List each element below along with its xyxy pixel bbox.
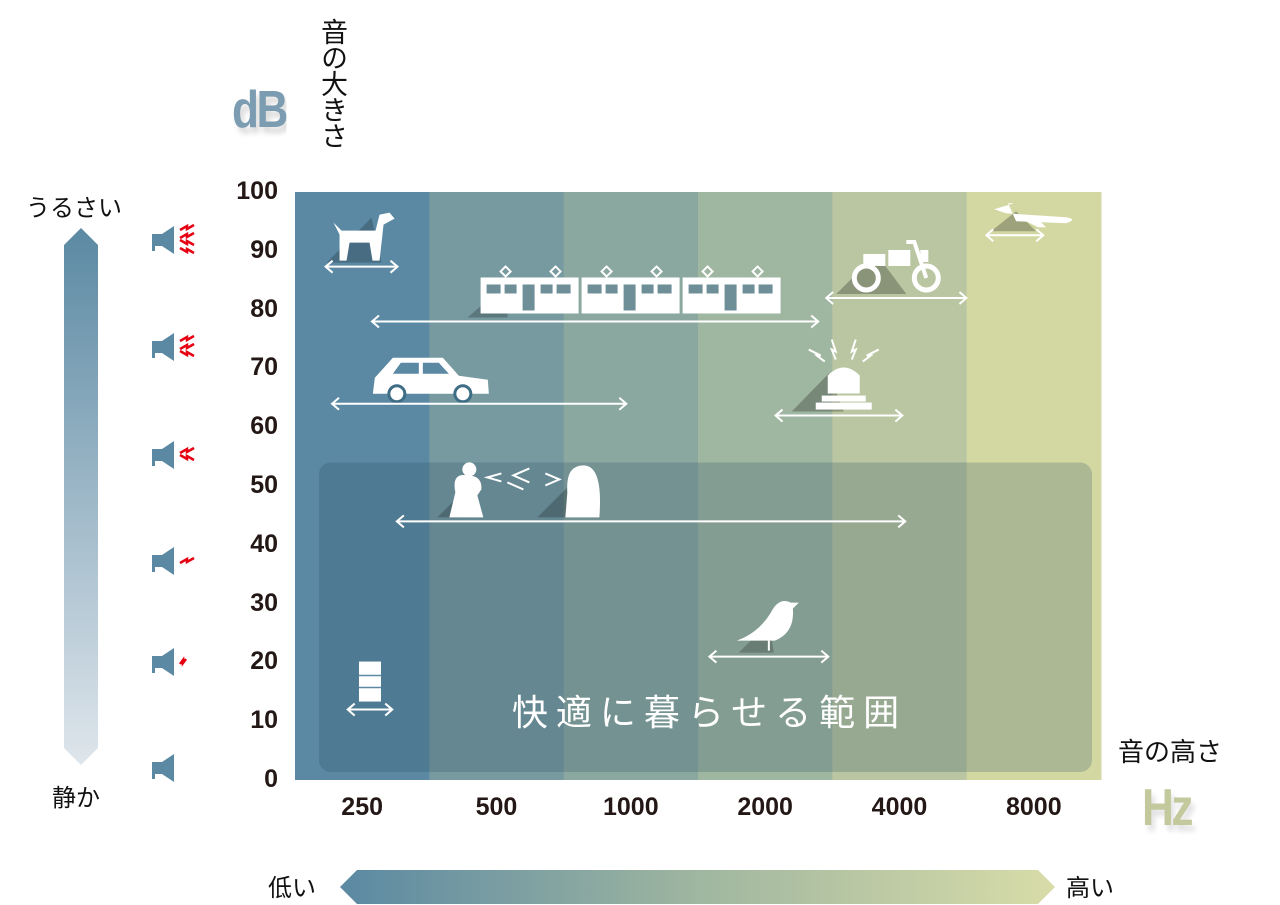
frequency-range-arrow <box>324 259 400 274</box>
airplane-item <box>984 203 1073 243</box>
pitch-gradient-arrow <box>340 870 1055 904</box>
dog-item <box>324 212 400 274</box>
y-tick-label: 60 <box>250 412 278 441</box>
loudness-wave-icon <box>179 223 195 232</box>
frequency-range-arrow <box>774 408 904 423</box>
frequency-column <box>966 192 1102 780</box>
loudness-wave-icon <box>179 656 187 667</box>
loudness-wave-icon <box>179 246 195 255</box>
frequency-range-arrow <box>330 397 628 411</box>
bird-icon <box>736 601 799 653</box>
loudness-wave-icon <box>179 556 195 565</box>
megaphone-icon <box>152 547 195 575</box>
refrigerator-item <box>346 661 394 717</box>
frequency-range-arrow <box>346 702 394 717</box>
y-tick-label: 100 <box>236 177 278 205</box>
x-tick-label: 2000 <box>737 793 793 821</box>
x-tick-label: 1000 <box>603 793 659 821</box>
refrigerator-icon <box>358 661 381 702</box>
loudness-wave-icon <box>179 446 195 455</box>
frequency-range-arrow <box>370 314 820 329</box>
sound-items <box>324 203 1073 717</box>
y-axis-label: 音の大きさ <box>316 18 347 148</box>
frequency-range-arrow <box>984 228 1045 243</box>
bird-item <box>707 601 830 664</box>
x-axis-label: 音の高さ <box>1118 738 1223 768</box>
motorcycle-item <box>824 239 968 305</box>
x-tick-label: 4000 <box>871 793 928 821</box>
db-unit-logo: dB <box>232 81 286 139</box>
frequency-column <box>832 192 968 780</box>
y-tick-label: 90 <box>250 235 278 264</box>
megaphone-icon <box>152 441 195 469</box>
megaphone-icon <box>152 754 174 782</box>
siren-item <box>774 339 904 423</box>
x-tick-label: 8000 <box>1006 793 1062 821</box>
frequency-range-arrow <box>707 649 830 664</box>
comfort-zone <box>318 462 1092 772</box>
high-pitch-label: 高い <box>1066 874 1114 902</box>
y-tick-label: 30 <box>250 588 278 617</box>
loud-label: うるさい <box>26 194 122 222</box>
dog-icon <box>326 212 395 263</box>
frequency-range-arrow <box>824 291 968 305</box>
loudness-wave-icon <box>179 349 195 358</box>
train-icon <box>467 265 781 318</box>
conversation-icon <box>437 462 601 518</box>
speaker-icons <box>152 223 195 782</box>
y-tick-label: 10 <box>250 706 278 735</box>
y-tick-label: 50 <box>250 471 278 499</box>
y-tick-label: 40 <box>250 529 278 558</box>
hz-unit-logo: Hz <box>1142 779 1193 837</box>
low-pitch-label: 低い <box>268 874 316 902</box>
motorcycle-icon <box>836 239 941 294</box>
y-tick-label: 0 <box>264 765 278 793</box>
loudness-wave-icon <box>179 231 195 240</box>
loudness-wave-icon <box>179 453 195 462</box>
conversation-item <box>395 462 907 529</box>
frequency-range-arrow <box>395 514 907 529</box>
megaphone-icon <box>152 648 187 676</box>
quiet-label: 静か <box>52 784 100 812</box>
loudness-wave-icon <box>179 334 195 343</box>
airplane-icon <box>991 203 1073 232</box>
megaphone-icon <box>152 333 195 361</box>
siren-icon <box>791 339 880 412</box>
loudness-wave-icon <box>179 238 195 247</box>
car-icon <box>372 357 489 404</box>
y-tick-label: 20 <box>250 647 278 676</box>
car-item <box>330 357 628 411</box>
loudness-wave-icon <box>179 342 195 351</box>
loudness-gradient-arrow <box>64 228 98 765</box>
megaphone-icon <box>152 223 195 255</box>
train-item <box>370 265 820 329</box>
y-tick-label: 80 <box>250 294 278 323</box>
x-tick-label: 500 <box>475 793 518 821</box>
x-tick-label: 250 <box>341 793 384 821</box>
comfort-zone-label: 快適に暮らせる範囲 <box>512 693 907 734</box>
y-tick-label: 70 <box>250 353 278 382</box>
